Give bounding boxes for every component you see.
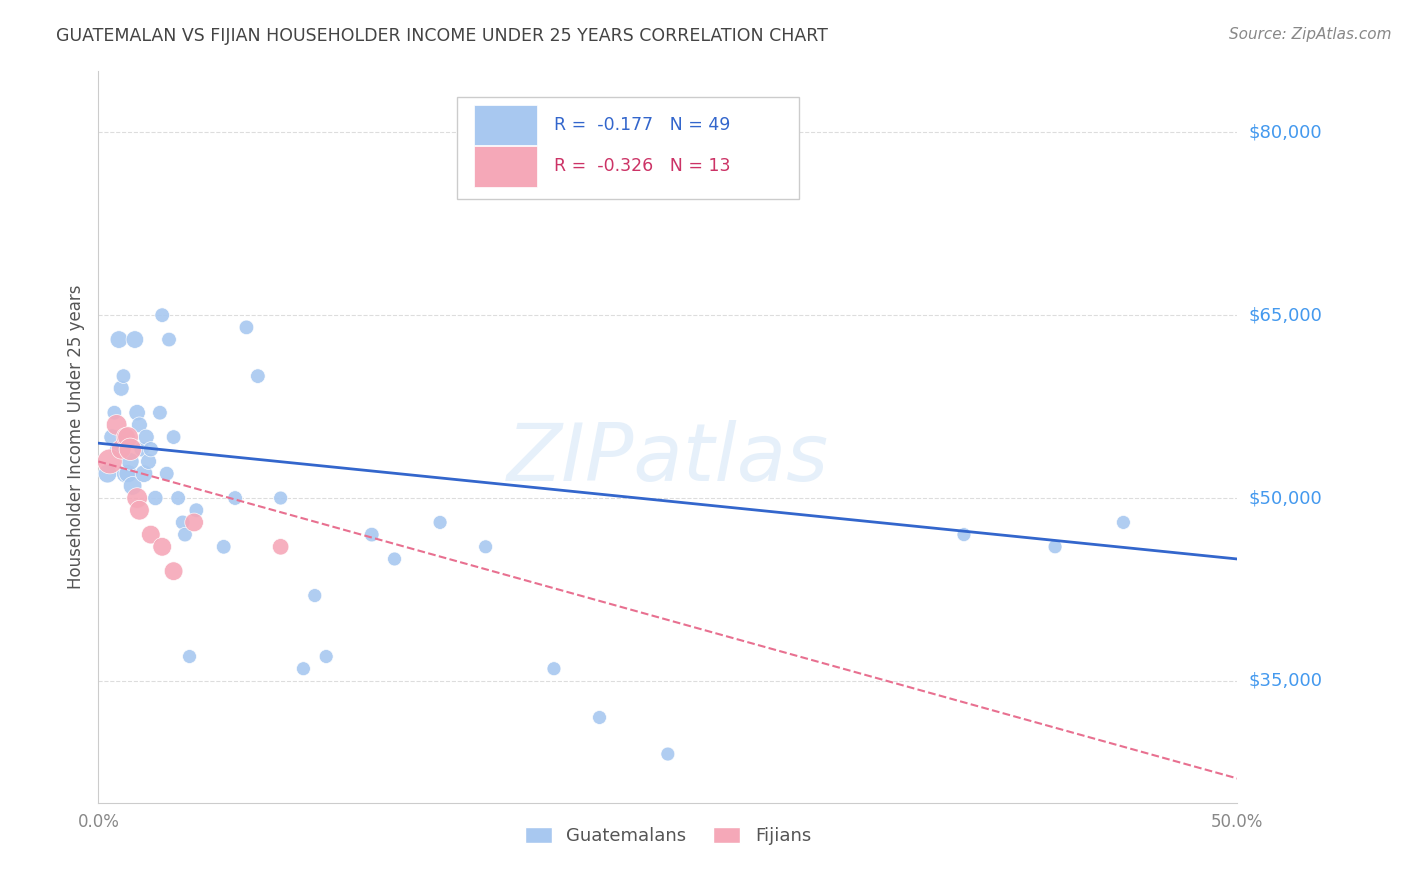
FancyBboxPatch shape [457,97,799,200]
Point [128,417,150,432]
Point [270,491,292,505]
Point [304,589,326,603]
Point [124,333,146,347]
Point [292,662,315,676]
Point [112,369,135,384]
Point [212,540,235,554]
Text: Source: ZipAtlas.com: Source: ZipAtlas.com [1229,27,1392,42]
Point [162,430,184,444]
Point [183,516,205,530]
Point [172,516,194,530]
Point [98,454,121,468]
Point [474,540,496,554]
Point [96,467,118,481]
Point [1112,516,1135,530]
Point [127,406,149,420]
Text: $35,000: $35,000 [1249,672,1323,690]
Point [145,491,167,505]
Point [657,747,679,761]
Point [135,430,157,444]
Point [588,710,610,724]
Point [128,503,150,517]
Y-axis label: Householder Income Under 25 years: Householder Income Under 25 years [66,285,84,590]
Text: R =  -0.177   N = 49: R = -0.177 N = 49 [554,116,730,134]
Point [139,442,162,457]
Point [108,333,131,347]
Point [101,430,124,444]
Point [139,527,162,541]
Point [156,467,179,481]
Point [179,649,201,664]
Point [114,467,136,481]
Point [114,430,136,444]
Point [138,454,160,468]
Point [1043,540,1066,554]
Point [127,491,149,505]
Text: R =  -0.326   N = 13: R = -0.326 N = 13 [554,158,731,176]
Point [150,308,173,322]
Point [121,479,143,493]
Point [162,564,184,578]
Point [110,381,132,395]
Point [110,442,132,457]
Point [315,649,337,664]
Point [360,527,382,541]
Text: $80,000: $80,000 [1249,123,1322,141]
Point [149,406,172,420]
Text: $50,000: $50,000 [1249,489,1322,507]
Point [132,467,155,481]
Point [157,333,180,347]
Point [120,454,142,468]
FancyBboxPatch shape [474,146,537,186]
Point [246,369,269,384]
Point [167,491,190,505]
Point [429,516,451,530]
Point [953,527,976,541]
Point [270,540,292,554]
Legend: Guatemalans, Fijians: Guatemalans, Fijians [517,820,818,852]
Point [117,467,139,481]
Text: GUATEMALAN VS FIJIAN HOUSEHOLDER INCOME UNDER 25 YEARS CORRELATION CHART: GUATEMALAN VS FIJIAN HOUSEHOLDER INCOME … [56,27,828,45]
Text: $65,000: $65,000 [1249,306,1322,324]
Point [117,430,139,444]
Point [150,540,173,554]
Point [174,527,197,541]
Point [384,552,406,566]
Point [131,442,153,457]
Point [224,491,246,505]
Point [105,442,128,457]
Text: ZIPatlas: ZIPatlas [506,420,830,498]
Point [120,442,142,457]
Point [103,406,125,420]
Point [543,662,565,676]
Point [235,320,257,334]
Point [186,503,208,517]
Point [105,417,128,432]
FancyBboxPatch shape [474,104,537,145]
